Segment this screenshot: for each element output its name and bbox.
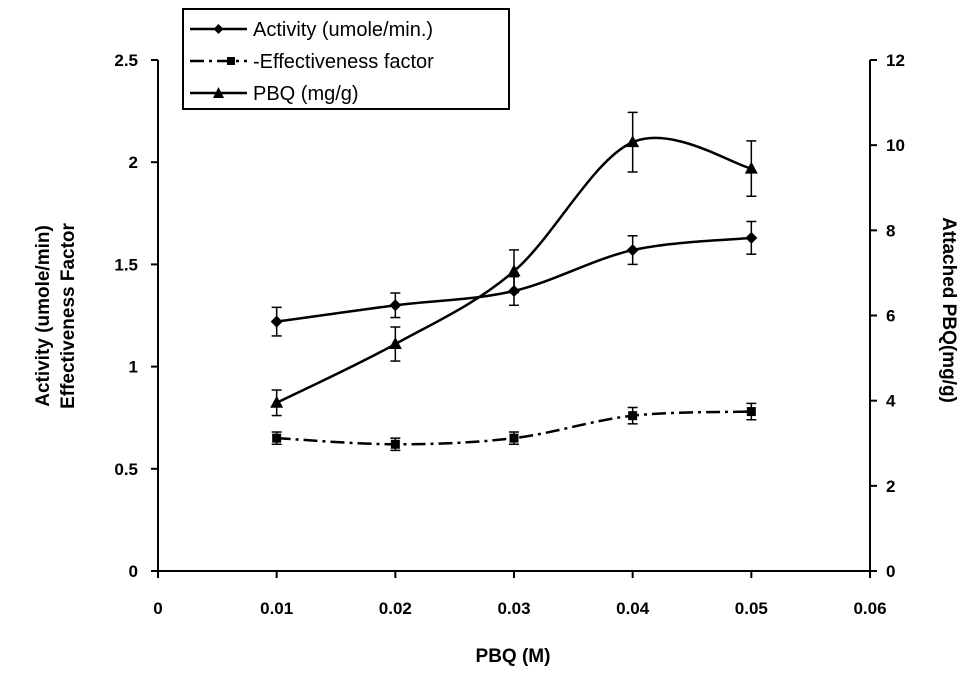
y-left-tick-label: 1.5 xyxy=(114,255,138,274)
x-tick-label: 0 xyxy=(153,599,162,618)
y-right-tick-label: 4 xyxy=(886,392,896,411)
data-point-diamond xyxy=(745,231,758,244)
x-tick-label: 0.02 xyxy=(379,599,412,618)
data-point-square xyxy=(509,433,519,443)
legend-square-marker xyxy=(227,57,235,65)
data-point-triangle xyxy=(270,395,284,408)
y-left-tick-label: 2.5 xyxy=(114,51,138,70)
data-point-triangle xyxy=(626,135,640,148)
legend-label-pbq: PBQ (mg/g) xyxy=(253,83,359,105)
legend-item-activity: Activity (umole/min.) xyxy=(190,19,433,41)
axes xyxy=(157,60,871,572)
data-point-square xyxy=(390,439,400,449)
data-point-square xyxy=(272,433,282,443)
data-point-diamond xyxy=(389,299,402,312)
series-1 xyxy=(271,402,757,452)
x-tick-label: 0.05 xyxy=(735,599,768,618)
x-tick-label: 0.04 xyxy=(616,599,650,618)
ticks: 0 0.01 0.02 0.03 0.04 0.05 0.0600.511.522.5024… xyxy=(114,51,905,618)
y-axis-left-title-line1: Activity (umole/min) xyxy=(33,225,54,407)
y-left-tick-label: 2 xyxy=(129,153,138,172)
data-point-triangle xyxy=(744,161,758,174)
legend-item-effectiveness: -Effectiveness factor xyxy=(190,51,434,73)
data-point-diamond xyxy=(270,315,283,328)
data-point-triangle xyxy=(507,264,521,277)
legend-triangle-marker xyxy=(213,87,224,98)
y-axis-left-title-line2: Effectiveness Factor xyxy=(58,222,79,408)
y-left-tick-label: 0 xyxy=(129,562,138,581)
y-right-tick-label: 12 xyxy=(886,51,905,70)
x-axis-title: PBQ (M) xyxy=(476,646,551,667)
x-tick-label: 0.03 xyxy=(497,599,530,618)
legend-item-pbq: PBQ (mg/g) xyxy=(190,83,359,105)
legend: Activity (umole/min.) -Effectiveness fac… xyxy=(182,8,510,110)
series-2 xyxy=(270,111,758,417)
y-right-tick-label: 2 xyxy=(886,477,895,496)
x-tick-label: 0.01 xyxy=(260,599,293,618)
y-left-tick-label: 1 xyxy=(129,358,138,377)
y-right-tick-label: 0 xyxy=(886,562,895,581)
x-tick-label: 0.06 xyxy=(853,599,886,618)
y-axis-right-title: Attached PBQ(mg/g) xyxy=(938,217,959,403)
data-point-square xyxy=(746,407,756,417)
legend-diamond-marker xyxy=(213,24,224,34)
data-point-triangle xyxy=(388,337,402,350)
y-right-tick-label: 8 xyxy=(886,221,895,240)
legend-label-effectiveness: -Effectiveness factor xyxy=(253,51,434,73)
y-right-tick-label: 6 xyxy=(886,307,895,326)
legend-label-activity: Activity (umole/min.) xyxy=(253,19,433,41)
data-point-square xyxy=(628,411,638,421)
series-layer xyxy=(270,111,758,452)
y-right-tick-label: 10 xyxy=(886,136,905,155)
data-point-diamond xyxy=(626,244,639,257)
y-left-tick-label: 0.5 xyxy=(114,460,138,479)
